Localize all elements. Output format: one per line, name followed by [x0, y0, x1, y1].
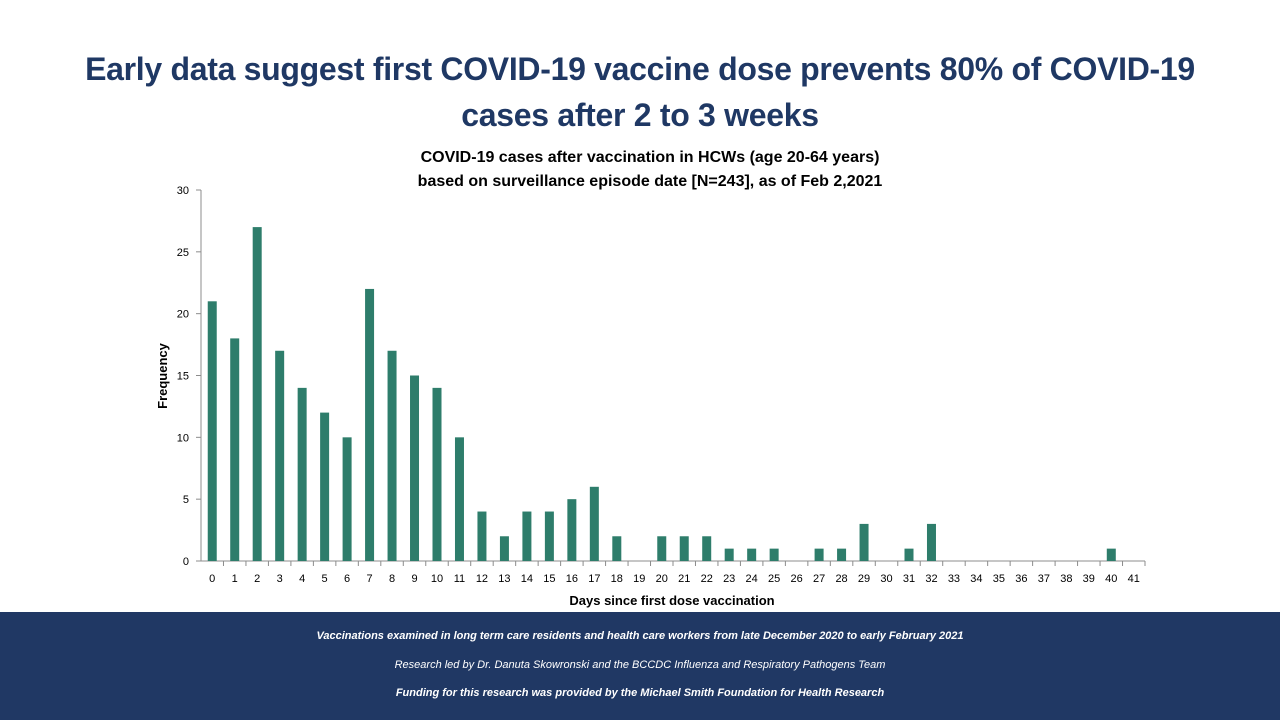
y-tick-label: 0	[183, 556, 189, 568]
y-tick-label: 30	[177, 185, 189, 197]
x-tick-label: 40	[1105, 573, 1117, 585]
footer-line-3: Funding for this research was provided b…	[395, 687, 885, 699]
bar-day-20	[657, 536, 667, 561]
bar-day-9	[410, 375, 420, 561]
bar-day-1	[230, 338, 240, 561]
x-tick-label: 21	[678, 573, 690, 585]
x-tick-label: 20	[656, 573, 668, 585]
bar-day-3	[275, 350, 285, 561]
bar-chart: 0 1 2 3 4 5 6 7 8 9 10 11 12 13 14 15 16 17 18 19 20 21 22 23 24…	[155, 185, 1146, 608]
y-tick-label: 10	[177, 432, 189, 444]
chart-bars	[207, 227, 1116, 561]
x-tick-label: 32	[925, 573, 937, 585]
footer-line-2: Research led by Dr. Danuta Skowronski an…	[394, 659, 886, 671]
x-tick-label: 29	[858, 573, 870, 585]
bar-day-2	[252, 227, 262, 561]
footer-line-1: Vaccinations examined in long term care …	[316, 630, 964, 642]
y-tick-labels: 0 5 10 15 20 25 30	[177, 185, 189, 568]
bar-day-0	[207, 301, 217, 561]
x-tick-label: 3	[277, 573, 283, 585]
chart-axes	[196, 189, 1146, 566]
x-tick-label: 18	[611, 573, 623, 585]
bar-day-16	[567, 499, 577, 561]
bar-day-6	[342, 437, 352, 561]
x-tick-label: 6	[344, 573, 350, 585]
bar-day-8	[387, 350, 397, 561]
x-tick-label: 25	[768, 573, 780, 585]
bar-day-31	[904, 548, 914, 561]
bar-day-32	[926, 523, 936, 561]
y-tick-label: 5	[183, 494, 189, 506]
footer-banner: Vaccinations examined in long term care …	[0, 612, 1280, 720]
x-tick-label: 10	[431, 573, 443, 585]
x-tick-label: 15	[543, 573, 555, 585]
x-tick-label: 7	[367, 573, 373, 585]
x-tick-label: 34	[970, 573, 982, 585]
bar-day-7	[365, 288, 375, 561]
x-tick-label: 11	[454, 573, 465, 585]
x-tick-label: 12	[476, 573, 488, 585]
x-axis-label: Days since first dose vaccination	[569, 593, 774, 608]
y-axis-label: Frequency	[155, 342, 170, 409]
x-tick-label: 30	[880, 573, 892, 585]
x-tick-label: 9	[411, 573, 417, 585]
x-tick-label: 22	[701, 573, 713, 585]
bar-day-5	[320, 412, 330, 561]
chart-title-line-2: based on surveillance episode date [N=24…	[417, 173, 883, 190]
x-tick-label: 19	[633, 573, 645, 585]
y-tick-label: 15	[177, 371, 189, 383]
bar-day-28	[837, 548, 847, 561]
y-tick-label: 20	[177, 309, 189, 321]
x-tick-label: 14	[521, 573, 533, 585]
x-tick-label: 0	[209, 573, 215, 585]
chart-title: COVID-19 cases after vaccination in HCWs…	[300, 146, 1000, 194]
x-tick-label: 38	[1060, 573, 1072, 585]
slide-title: Early data suggest first COVID-19 vaccin…	[85, 51, 1195, 133]
y-tick-label: 25	[177, 247, 189, 259]
bar-day-29	[859, 523, 869, 561]
bar-day-14	[522, 511, 532, 561]
x-tick-label: 37	[1038, 573, 1050, 585]
x-tick-label: 4	[299, 573, 305, 585]
bar-day-13	[499, 536, 509, 561]
bar-day-17	[589, 486, 599, 561]
bar-day-27	[814, 548, 824, 561]
bar-day-22	[702, 536, 712, 561]
bar-day-15	[544, 511, 554, 561]
x-tick-label: 2	[254, 573, 260, 585]
bar-day-4	[297, 387, 307, 561]
bar-day-40	[1106, 548, 1116, 561]
x-tick-label: 16	[566, 573, 578, 585]
bar-day-10	[432, 387, 442, 561]
x-tick-label: 39	[1083, 573, 1095, 585]
x-tick-label: 33	[948, 573, 960, 585]
x-tick-label: 23	[723, 573, 735, 585]
x-tick-label: 1	[232, 573, 238, 585]
x-tick-label: 8	[389, 573, 395, 585]
x-tick-label: 17	[588, 573, 600, 585]
bar-day-25	[769, 548, 779, 561]
x-tick-label: 27	[813, 573, 825, 585]
x-tick-label: 31	[903, 573, 915, 585]
x-tick-label: 24	[746, 573, 758, 585]
x-tick-labels: 0 1 2 3 4 5 6 7 8 9 10 11 12 13 14 15 16 17 18 19 20 21 22 23 24…	[209, 573, 1140, 585]
x-tick-label: 36	[1015, 573, 1027, 585]
x-tick-label: 5	[322, 573, 328, 585]
bar-day-11	[454, 437, 464, 561]
x-tick-label: 35	[993, 573, 1005, 585]
bar-day-21	[679, 536, 689, 561]
bar-day-18	[612, 536, 622, 561]
bar-day-12	[477, 511, 487, 561]
chart-title-line-1: COVID-19 cases after vaccination in HCWs…	[420, 149, 880, 166]
x-tick-label: 28	[835, 573, 847, 585]
bar-day-23	[724, 548, 734, 561]
bar-day-24	[747, 548, 757, 561]
x-tick-label: 41	[1128, 573, 1140, 585]
x-tick-label: 26	[790, 573, 802, 585]
x-tick-label: 13	[498, 573, 510, 585]
